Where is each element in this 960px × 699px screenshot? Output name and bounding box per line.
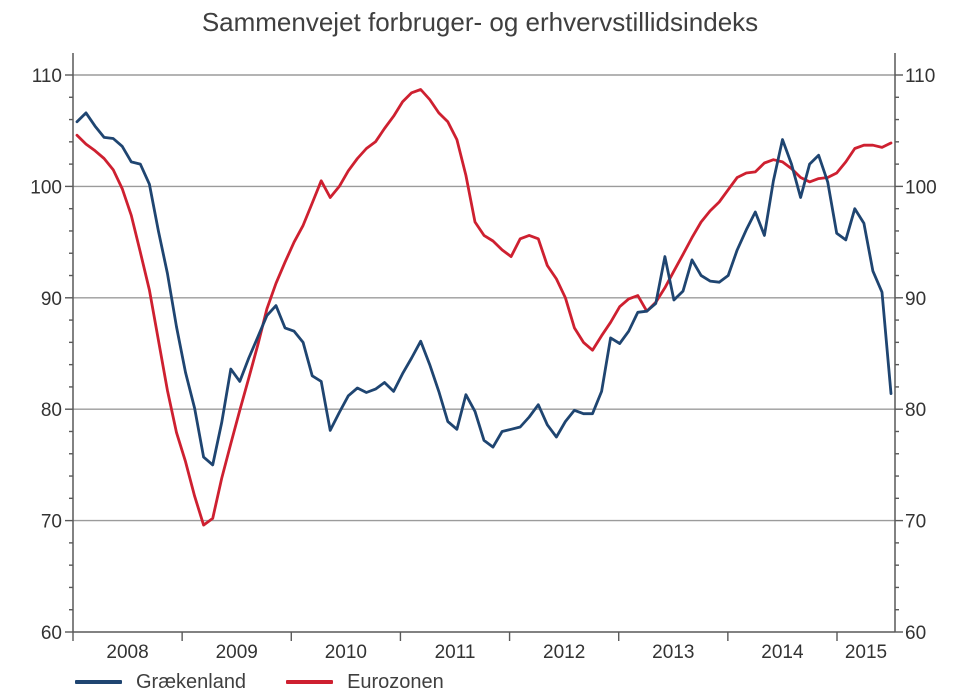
- y-tick-label-left: 80: [41, 400, 62, 421]
- y-tick-label-left: 60: [41, 623, 62, 644]
- y-tick-label-left: 70: [41, 512, 62, 533]
- legend-label-eurozonen: Eurozonen: [347, 670, 444, 693]
- series-line-eurozonen: [75, 88, 893, 527]
- x-tick-label: 2008: [106, 642, 148, 663]
- legend-item-graekenland: Grækenland: [75, 671, 246, 694]
- legend-label-graekenland: Grækenland: [136, 670, 247, 693]
- legend: Grækenland Eurozonen: [75, 667, 444, 697]
- y-tick-label-right: 90: [905, 289, 926, 310]
- legend-item-eurozonen: Eurozonen: [286, 671, 444, 694]
- y-tick-label-left: 100: [30, 177, 62, 198]
- eurozonen-line-swatch: [286, 680, 334, 684]
- series-line-graekenland: [75, 111, 893, 467]
- graekenland-line-swatch: [75, 680, 122, 684]
- y-tick-label-right: 80: [905, 400, 926, 421]
- chart-title: Sammenvejet forbruger- og erhvervstillid…: [201, 7, 759, 37]
- x-tick-label: 2015: [845, 642, 887, 663]
- y-tick-label-right: 60: [905, 623, 926, 644]
- y-tick-label-right: 70: [905, 512, 926, 533]
- x-tick-label: 2013: [652, 642, 694, 663]
- x-tick-label: 2010: [325, 642, 367, 663]
- y-tick-label-right: 110: [905, 66, 935, 87]
- x-tick-label: 2011: [435, 642, 476, 663]
- x-tick-label: 2012: [543, 642, 585, 663]
- x-tick-label: 2014: [761, 642, 804, 663]
- x-tick-label: 2009: [216, 642, 258, 663]
- y-tick-label-right: 100: [905, 177, 937, 198]
- y-tick-label-left: 110: [32, 66, 62, 87]
- y-tick-label-left: 90: [41, 289, 62, 310]
